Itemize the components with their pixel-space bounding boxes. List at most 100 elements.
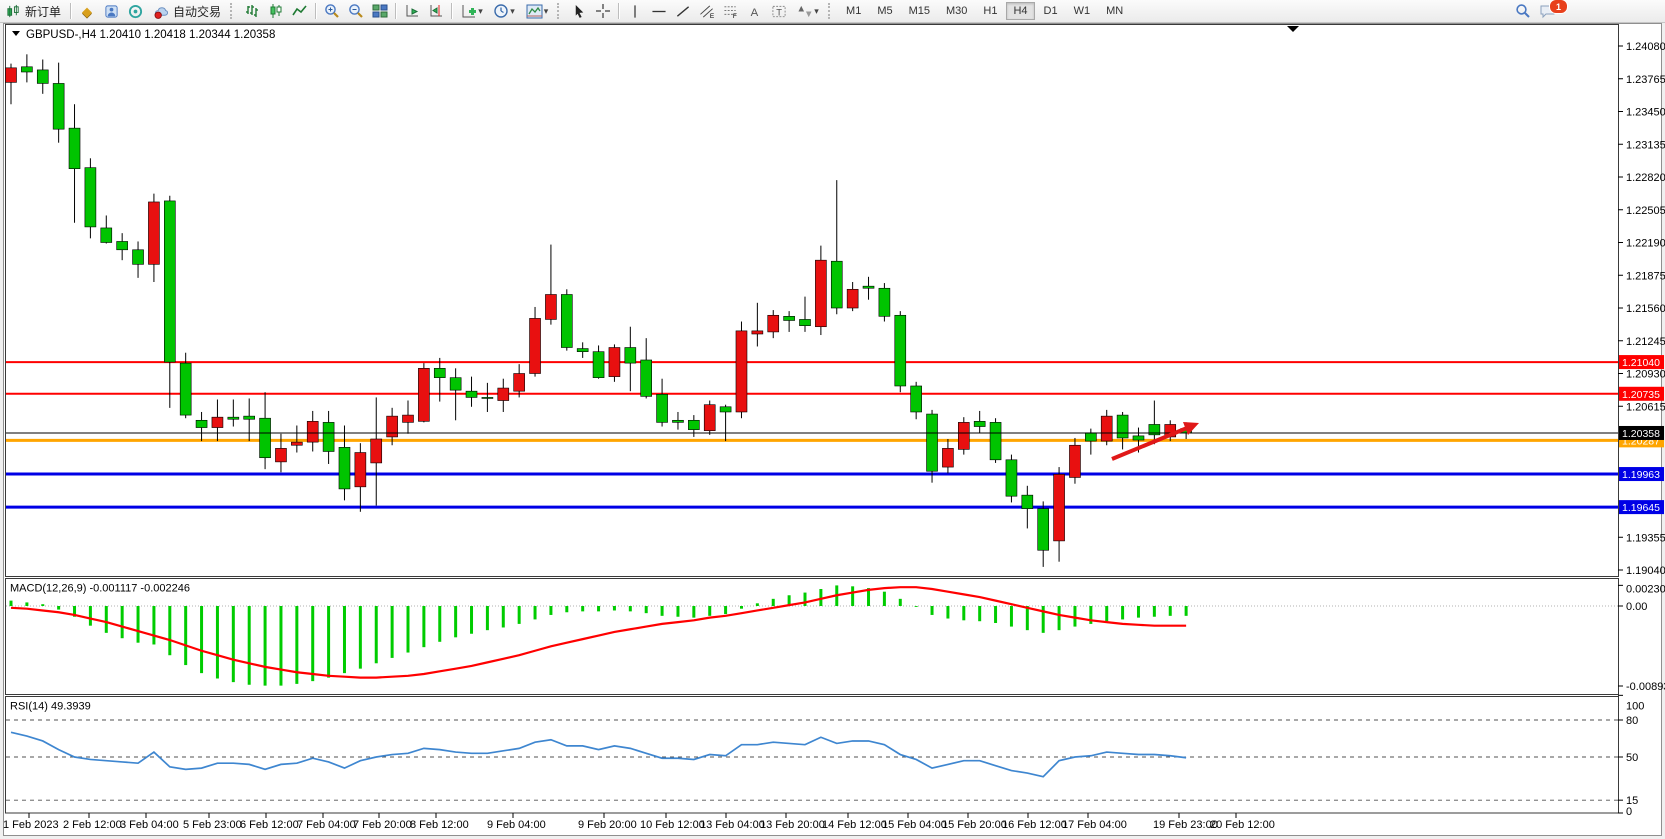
fibonacci-tool-button[interactable]: F xyxy=(719,1,743,21)
timeframe-H4[interactable]: H4 xyxy=(1006,2,1035,20)
time-axis-label: 9 Feb 04:00 xyxy=(487,819,546,831)
candle xyxy=(894,311,907,393)
market-watch-button[interactable]: ◆ xyxy=(75,1,99,21)
auto-trading-button[interactable]: 自动交易 xyxy=(147,1,227,21)
price-axis-label: 1.22505 xyxy=(1626,205,1665,217)
chevron-down-icon: ▾ xyxy=(510,5,515,16)
macd-axis-label: 0.002308 xyxy=(1626,584,1665,596)
time-axis-label: 20 Feb 12:00 xyxy=(1210,819,1275,831)
add-indicator-button[interactable]: ▾ xyxy=(456,1,488,21)
text-tool-button[interactable]: A xyxy=(743,1,767,21)
time-axis-label: 13 Feb 04:00 xyxy=(700,819,765,831)
price-badge-1.21040: 1.21040 xyxy=(1619,355,1664,370)
candlestick-chart-icon xyxy=(270,4,282,18)
arrows-tool-button[interactable]: ▾ xyxy=(791,1,825,21)
macd-axis-label: -0.008939 xyxy=(1626,681,1665,693)
candle xyxy=(719,404,732,442)
candle xyxy=(735,321,748,419)
candle xyxy=(1100,409,1113,446)
market-watch-icon: ◆ xyxy=(82,3,93,19)
chart-menu-triangle-icon[interactable] xyxy=(12,31,20,36)
cursor-tool-button[interactable] xyxy=(567,1,591,21)
rsi-label: RSI(14) 49.3939 xyxy=(10,701,91,713)
equidistant-channel-tool-button[interactable]: E xyxy=(695,1,719,21)
auto-scroll-button[interactable] xyxy=(400,1,424,21)
timeframe-M15[interactable]: M15 xyxy=(908,5,930,17)
timeframe-H1[interactable]: H1 xyxy=(983,5,998,17)
candle xyxy=(132,241,144,278)
candle xyxy=(338,425,351,501)
candle xyxy=(656,378,668,427)
text-label-tool-button[interactable]: T xyxy=(767,1,791,21)
time-axis-label: 10 Feb 12:00 xyxy=(640,819,705,831)
search-button[interactable] xyxy=(1511,1,1535,21)
zoom-in-icon xyxy=(325,4,339,18)
signals-button[interactable] xyxy=(123,1,147,21)
price-axis-label: 1.23135 xyxy=(1626,139,1665,151)
time-axis[interactable]: 1 Feb 2023 2 Feb 12:003 Feb 04:00 5 Feb 23… xyxy=(3,813,1275,831)
time-axis-label: 16 Feb 12:00 xyxy=(1002,819,1067,831)
timeframe-M5[interactable]: M5 xyxy=(877,5,893,17)
zoom-out-button[interactable] xyxy=(344,1,368,21)
new-order-button[interactable]: 新订单 xyxy=(0,1,67,21)
rsi-panel xyxy=(5,696,1619,814)
rsi-axis-label: 80 xyxy=(1626,715,1638,727)
candle xyxy=(973,410,986,433)
horizontal-line-tool-button[interactable] xyxy=(647,1,671,21)
chart-shift-button[interactable] xyxy=(424,1,448,21)
timeframe-M1[interactable]: M1 xyxy=(846,5,862,17)
vertical-line-tool-button[interactable] xyxy=(623,1,647,21)
zoom-in-button[interactable] xyxy=(320,1,344,21)
macd-histogram xyxy=(9,585,1188,686)
candle xyxy=(1037,501,1049,567)
candle xyxy=(830,180,843,315)
price-axis-label: 1.21560 xyxy=(1626,303,1665,315)
candle xyxy=(560,289,573,351)
candle xyxy=(481,382,494,412)
bar-chart-button[interactable] xyxy=(240,1,264,21)
line-chart-button[interactable] xyxy=(288,1,312,21)
price-axis-label: 1.21245 xyxy=(1626,336,1665,348)
timeframe-W1[interactable]: W1 xyxy=(1073,5,1091,17)
candle xyxy=(640,338,653,399)
chat-button[interactable]: 1 xyxy=(1535,0,1568,21)
timeframe-MN[interactable]: MN xyxy=(1106,5,1124,17)
time-axis-label: 2 Feb 12:00 xyxy=(63,819,122,831)
candle xyxy=(767,310,780,339)
data-window-button[interactable] xyxy=(99,1,123,21)
candle xyxy=(291,425,303,453)
svg-text:1.20358: 1.20358 xyxy=(1622,428,1660,440)
candle xyxy=(148,193,160,283)
timeframe-D1[interactable]: D1 xyxy=(1043,5,1058,17)
notification-badge[interactable]: 1 xyxy=(1549,0,1568,14)
candle xyxy=(68,104,81,223)
rsi-line xyxy=(10,731,1187,778)
tile-windows-button[interactable] xyxy=(368,1,392,21)
templates-icon xyxy=(526,4,543,18)
trend-arrow-object[interactable] xyxy=(1111,422,1199,461)
crosshair-tool-button[interactable] xyxy=(591,1,615,21)
scroll-marker-icon[interactable] xyxy=(1287,26,1299,32)
search-icon xyxy=(1516,4,1530,18)
signals-icon xyxy=(128,4,142,18)
candle xyxy=(799,296,811,332)
tile-windows-icon xyxy=(372,4,388,18)
vertical-line-icon xyxy=(634,4,636,18)
candle xyxy=(164,195,176,408)
candle xyxy=(5,63,17,105)
templates-button[interactable]: ▾ xyxy=(520,1,554,21)
timeframe-group: M1 M5 M15 M30 H1 H4 D1 W1 MN xyxy=(838,2,1131,20)
trendline-tool-button[interactable] xyxy=(671,1,695,21)
candle xyxy=(195,411,208,442)
toolbar-separator xyxy=(451,3,454,19)
timeframe-M30[interactable]: M30 xyxy=(946,5,968,17)
candle xyxy=(1021,485,1034,529)
auto-trading-label: 自动交易 xyxy=(173,4,222,19)
price-axis[interactable]: 1.24080 1.23765 1.23450 1.23135 1.22820 1.225… xyxy=(1618,41,1665,577)
candle xyxy=(1148,400,1161,445)
period-menu-button[interactable]: ▾ xyxy=(488,1,520,21)
candlestick-chart-button[interactable] xyxy=(264,1,288,21)
price-badge-1.20358: 1.20358 xyxy=(1619,425,1664,440)
svg-text:A: A xyxy=(751,6,759,18)
candle xyxy=(529,306,541,377)
